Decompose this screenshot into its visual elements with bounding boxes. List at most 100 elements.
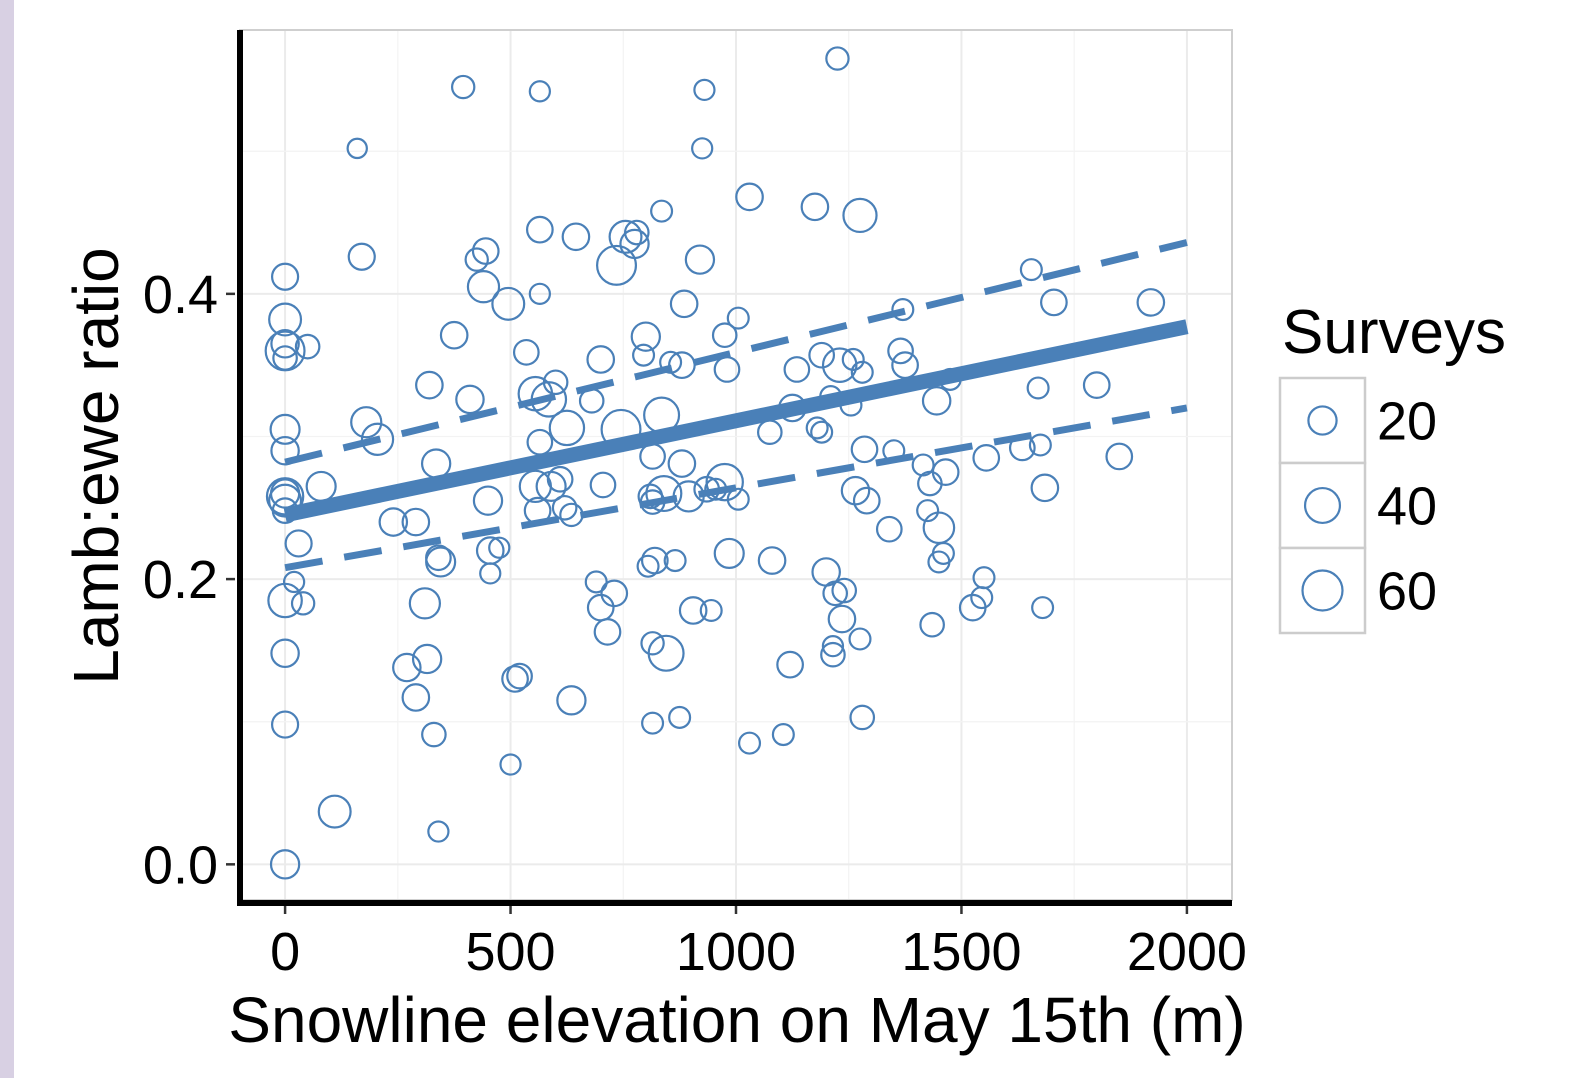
data-point — [528, 80, 551, 103]
data-point — [972, 444, 1001, 472]
data-point — [1031, 596, 1055, 620]
data-point — [455, 384, 485, 415]
grid-lines — [240, 30, 1232, 900]
tick-labels: 0 500 1000 1500 2000 0.0 0.2 0.4 — [143, 265, 1247, 982]
data-point — [921, 386, 952, 416]
data-point — [472, 485, 504, 516]
data-point — [875, 515, 903, 543]
data-point — [757, 419, 783, 446]
data-point — [439, 320, 469, 350]
data-point — [270, 329, 300, 359]
data-point — [464, 247, 489, 272]
data-point — [1082, 371, 1111, 399]
data-point — [831, 577, 858, 604]
data-point — [849, 704, 876, 731]
x-tick-label: 500 — [465, 922, 555, 982]
data-point — [711, 322, 738, 349]
data-point — [911, 453, 935, 477]
data-point — [805, 416, 829, 440]
data-point — [290, 591, 316, 616]
data-point — [668, 351, 696, 380]
data-point — [757, 546, 787, 575]
x-tick-label: 1000 — [676, 922, 796, 982]
data-point — [346, 137, 368, 160]
data-point — [623, 219, 650, 246]
data-point — [632, 343, 656, 367]
data-point — [415, 370, 444, 400]
data-point — [693, 78, 716, 102]
data-point — [726, 306, 750, 330]
data-point — [922, 511, 956, 545]
data-point — [1040, 288, 1068, 317]
data-point — [317, 794, 352, 829]
data-point — [619, 228, 650, 260]
data-point — [411, 643, 443, 675]
data-point — [548, 409, 586, 447]
data-point — [916, 499, 940, 523]
data-point — [270, 435, 300, 466]
legend-key-label: 20 — [1377, 392, 1437, 452]
data-point — [931, 458, 960, 486]
legend-key-label: 60 — [1377, 562, 1437, 622]
data-point — [561, 222, 591, 252]
data-point — [471, 237, 500, 265]
data-point — [825, 46, 850, 71]
data-point — [887, 337, 914, 365]
data-point — [270, 638, 300, 669]
data-point — [270, 710, 300, 739]
data-point — [488, 536, 511, 559]
data-point — [1136, 288, 1166, 317]
data-point — [593, 618, 622, 646]
data-point — [1019, 258, 1043, 282]
data-point — [542, 369, 569, 396]
data-point — [667, 449, 697, 478]
data-point — [420, 448, 452, 479]
data-point — [821, 634, 845, 658]
data-point — [726, 487, 750, 511]
data-point — [669, 289, 699, 319]
data-point — [408, 587, 442, 620]
left-edge-strip — [0, 0, 14, 1078]
x-axis-title: Snowline elevation on May 15th (m) — [228, 984, 1245, 1056]
data-point — [771, 723, 795, 747]
data-point — [506, 662, 533, 690]
data-point — [678, 596, 708, 625]
data-point — [559, 502, 584, 528]
data-point — [347, 242, 376, 271]
data-point — [641, 711, 665, 735]
x-tick-label: 0 — [270, 922, 300, 982]
legend-key-label: 40 — [1377, 477, 1437, 537]
data-point — [360, 422, 395, 456]
legend-key-circle — [1301, 569, 1344, 612]
data-point — [848, 627, 872, 651]
data-point — [284, 529, 313, 558]
data-point — [450, 74, 476, 100]
data-point — [891, 351, 919, 380]
data-point — [551, 494, 578, 521]
data-point — [586, 345, 616, 374]
data-point — [800, 192, 830, 222]
data-point — [350, 406, 383, 439]
data-point — [808, 341, 836, 369]
legend-key-box — [1278, 461, 1367, 550]
data-point — [931, 541, 955, 565]
data-point — [499, 753, 522, 776]
data-point — [827, 604, 857, 634]
data-point — [584, 570, 608, 594]
data-point — [738, 731, 762, 755]
data-point — [546, 465, 574, 493]
data-point — [972, 566, 996, 590]
data-point — [378, 507, 409, 537]
data-point — [810, 420, 834, 444]
data-point — [596, 244, 638, 286]
data-point — [640, 546, 669, 575]
x-tick-label: 1500 — [901, 922, 1021, 982]
legend-key-box — [1278, 546, 1367, 635]
data-point — [820, 641, 846, 668]
data-point — [272, 345, 298, 371]
legend-title: Surveys — [1282, 298, 1506, 367]
data-points — [264, 46, 1166, 880]
data-point — [401, 683, 431, 712]
data-point — [392, 652, 422, 683]
